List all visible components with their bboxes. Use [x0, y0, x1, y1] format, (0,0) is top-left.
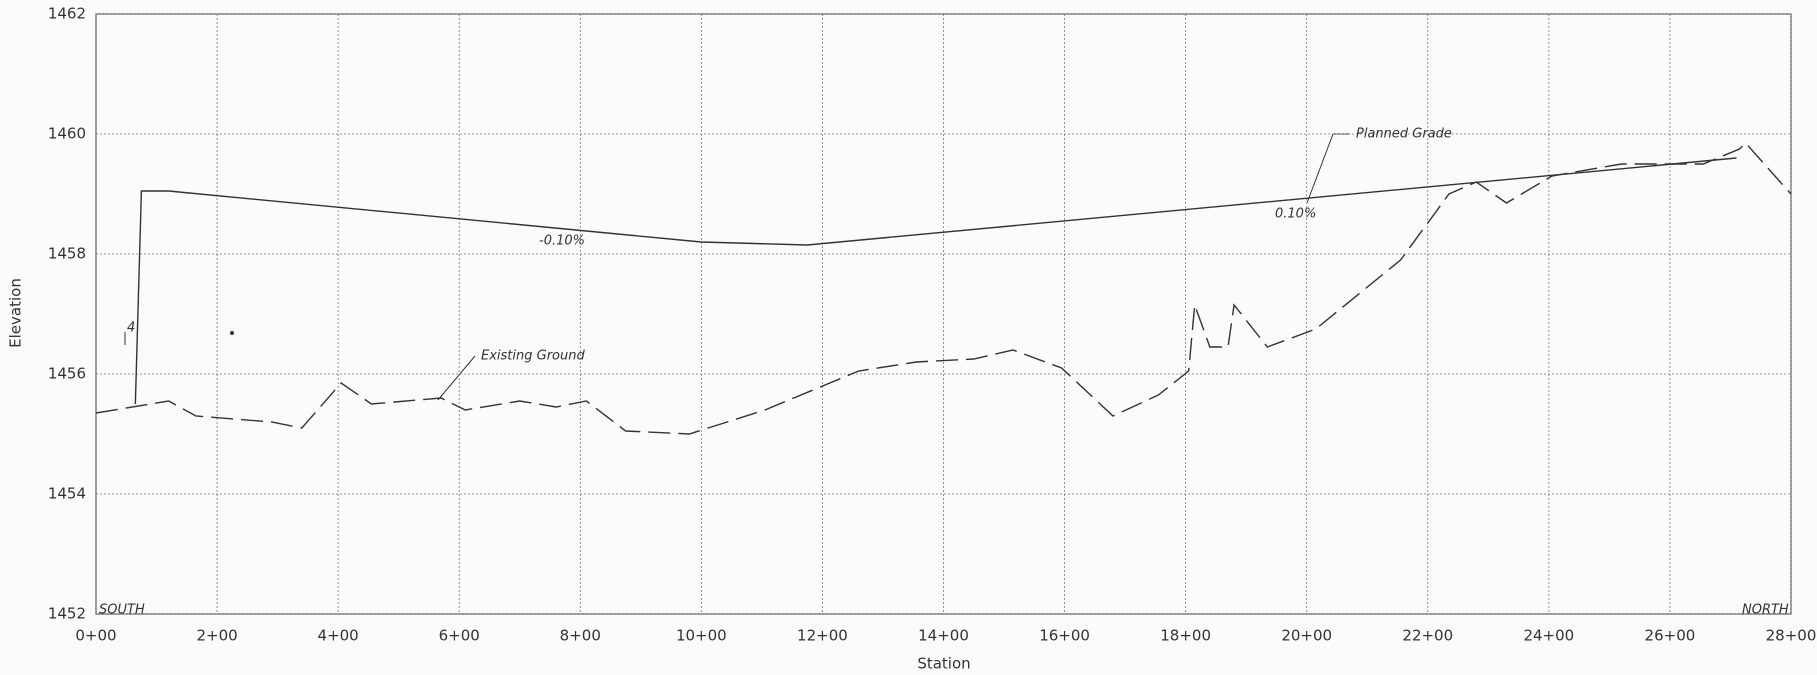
leader-line [1306, 133, 1334, 204]
x-tick-label: 22+00 [1402, 627, 1453, 645]
x-axis-label: Station [917, 655, 970, 673]
annotation: -0.10% [539, 234, 585, 249]
y-tick-label: 1454 [48, 485, 86, 503]
annotation: 0.10% [1275, 207, 1316, 222]
y-tick-label: 1460 [48, 125, 86, 143]
y-tick-label: 1452 [48, 605, 86, 623]
series-label: Planned Grade [1356, 127, 1452, 142]
leader-line [437, 355, 476, 401]
series-label: Existing Ground [481, 349, 585, 364]
y-axis-label: Elevation [7, 278, 25, 348]
x-tick-label: 20+00 [1281, 627, 1332, 645]
series-line [134, 157, 1737, 405]
x-tick-label: 14+00 [918, 627, 969, 645]
annotation: SOUTH [99, 603, 145, 618]
annotation: 4 [127, 321, 135, 336]
y-tick-label: 1456 [48, 365, 86, 383]
y-tick-label: 1462 [48, 5, 86, 23]
x-tick-label: 16+00 [1039, 627, 1090, 645]
annotation: NORTH [1742, 603, 1789, 618]
x-tick-label: 28+00 [1766, 627, 1817, 645]
x-tick-label: 26+00 [1645, 627, 1696, 645]
y-tick-label: 1458 [48, 245, 86, 263]
x-tick-label: 2+00 [196, 627, 237, 645]
x-tick-label: 18+00 [1160, 627, 1211, 645]
x-tick-label: 4+00 [318, 627, 359, 645]
x-tick-label: 12+00 [797, 627, 848, 645]
x-tick-label: 10+00 [676, 627, 727, 645]
x-tick-label: 8+00 [560, 627, 601, 645]
dot [230, 331, 234, 335]
series-line [95, 141, 1792, 435]
x-tick-label: 24+00 [1523, 627, 1574, 645]
x-tick-label: 6+00 [439, 627, 480, 645]
x-tick-label: 0+00 [75, 627, 116, 645]
